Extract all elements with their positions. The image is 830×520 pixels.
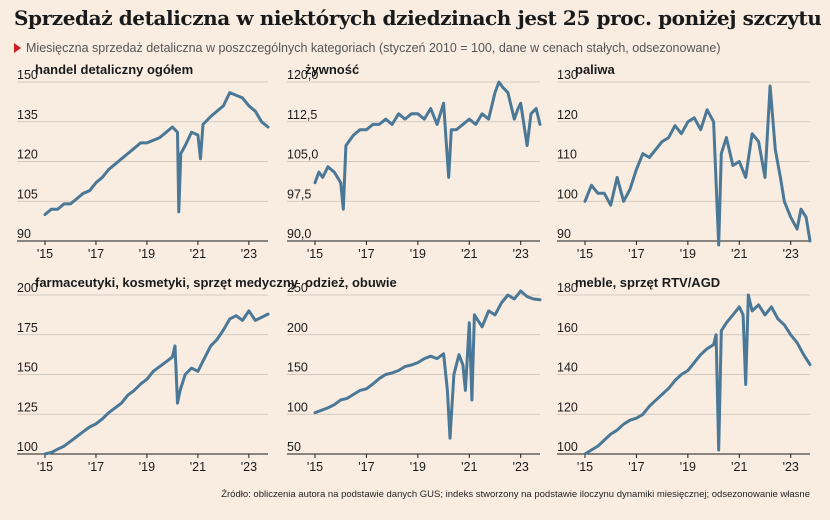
x-tick-label: '15: [577, 247, 593, 261]
x-tick-label: '15: [307, 460, 323, 474]
y-tick-label: 140: [557, 361, 578, 375]
y-tick-label: 100: [557, 440, 578, 454]
x-tick-label: '21: [461, 247, 477, 261]
x-tick-label: '17: [628, 247, 644, 261]
x-tick-label: '17: [88, 460, 104, 474]
y-tick-label: 120: [17, 148, 38, 162]
x-tick-label: '17: [88, 247, 104, 261]
y-tick-label: 90: [557, 227, 571, 241]
chart-panel: 90 105 120 135 150 '15 '17 '19 '21 '23 handel deta…: [17, 62, 270, 261]
x-tick-label: '21: [731, 460, 747, 474]
x-tick-label: '21: [190, 247, 206, 261]
x-tick-label: '23: [241, 460, 257, 474]
triangle-marker-icon: [14, 43, 21, 53]
y-tick-label: 105,0: [287, 148, 318, 162]
chart-title: meble, sprzęt RTV/AGD: [575, 275, 720, 290]
chart-title: żywność: [305, 62, 359, 77]
series-line: [313, 289, 542, 440]
chart-panel: 100 125 150 175 200 '15 '17 '19 '21 '23 farmaceuty…: [17, 275, 299, 474]
series-line: [583, 293, 812, 456]
x-tick-label: '17: [358, 460, 374, 474]
chart-panel: 50 100 150 200 250 '15 '17 '19 '21 '23 odzież, obu…: [287, 275, 542, 474]
y-tick-label: 125: [17, 400, 38, 414]
y-tick-label: 90,0: [287, 227, 311, 241]
series-line: [43, 91, 270, 216]
y-tick-label: 110: [557, 148, 577, 162]
subtitle-text: Miesięczna sprzedaż detaliczna w poszcze…: [26, 41, 721, 55]
y-tick-label: 150: [17, 361, 38, 375]
x-tick-label: '19: [139, 247, 155, 261]
y-tick-label: 160: [557, 321, 578, 335]
x-tick-label: '23: [241, 247, 257, 261]
x-tick-label: '23: [513, 460, 529, 474]
x-tick-label: '23: [783, 247, 799, 261]
y-tick-label: 200: [287, 321, 308, 335]
source-note: Źródło: obliczenia autora na podstawie d…: [221, 489, 810, 500]
x-tick-label: '19: [680, 460, 696, 474]
chart-title: odzież, obuwie: [305, 275, 397, 290]
series-line: [583, 84, 812, 247]
x-tick-label: '21: [190, 460, 206, 474]
y-tick-label: 97,5: [287, 187, 311, 201]
x-tick-label: '19: [680, 247, 696, 261]
x-tick-label: '21: [731, 247, 747, 261]
y-tick-label: 175: [17, 321, 38, 335]
chart-title: paliwa: [575, 62, 616, 77]
y-tick-label: 130: [557, 68, 578, 82]
series-line: [43, 309, 270, 456]
y-tick-label: 100: [557, 187, 578, 201]
x-tick-label: '23: [513, 247, 529, 261]
y-tick-label: 100: [287, 400, 308, 414]
x-tick-label: '17: [628, 460, 644, 474]
x-tick-label: '23: [783, 460, 799, 474]
x-tick-label: '19: [410, 247, 426, 261]
x-tick-label: '15: [37, 247, 53, 261]
series-line: [313, 80, 542, 211]
y-tick-label: 135: [17, 108, 38, 122]
x-tick-label: '19: [410, 460, 426, 474]
y-tick-label: 200: [17, 281, 38, 295]
x-tick-label: '15: [307, 247, 323, 261]
page-title: Sprzedaż detaliczna w niektórych dziedzi…: [14, 6, 822, 30]
y-tick-label: 180: [557, 281, 578, 295]
chart-panel: 90 100 110 120 130 '15 '17 '19 '21 '23 paliwa: [557, 62, 812, 261]
chart-title: handel detaliczny ogółem: [35, 62, 193, 77]
chart-panel: 100 120 140 160 180 '15 '17 '19 '21 '23 meble, spr…: [557, 275, 812, 474]
y-tick-label: 105: [17, 187, 38, 201]
y-tick-label: 90: [17, 227, 31, 241]
y-tick-label: 150: [287, 361, 308, 375]
x-tick-label: '19: [139, 460, 155, 474]
y-tick-label: 120: [557, 108, 578, 122]
y-tick-label: 250: [287, 281, 308, 295]
x-tick-label: '15: [577, 460, 593, 474]
y-tick-label: 112,5: [287, 108, 317, 122]
y-tick-label: 100: [17, 440, 38, 454]
chart-title: farmaceutyki, kosmetyki, sprzęt medyczny: [35, 275, 299, 290]
page-subtitle: Miesięczna sprzedaż detaliczna w poszcze…: [14, 41, 721, 55]
x-tick-label: '15: [37, 460, 53, 474]
y-tick-label: 150: [17, 68, 38, 82]
y-tick-label: 120,0: [287, 68, 318, 82]
x-tick-label: '21: [461, 460, 477, 474]
x-tick-label: '17: [358, 247, 374, 261]
chart-panel: 90,0 97,5 105,0 112,5 120,0 '15 '17 '19 '21 '23 ży…: [287, 62, 542, 261]
y-tick-label: 50: [287, 440, 301, 454]
y-tick-label: 120: [557, 400, 578, 414]
